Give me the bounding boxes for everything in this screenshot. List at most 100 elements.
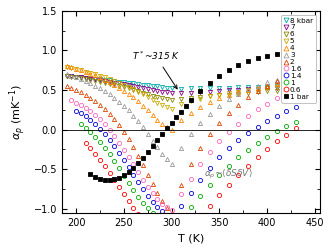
8 kbar bbox=[189, 87, 193, 90]
3 bbox=[189, 133, 193, 136]
1.6 bbox=[151, 192, 155, 195]
4 bbox=[155, 118, 159, 121]
1.6 bbox=[74, 101, 78, 104]
5 bbox=[236, 90, 240, 93]
5 bbox=[146, 96, 150, 99]
5 bbox=[155, 101, 159, 104]
3 bbox=[236, 92, 240, 96]
1 bar bbox=[246, 60, 250, 63]
6 bbox=[65, 74, 69, 77]
2 bbox=[236, 103, 240, 106]
1 bar bbox=[146, 150, 150, 154]
6 bbox=[165, 98, 169, 101]
3 bbox=[141, 126, 145, 129]
6 bbox=[189, 97, 193, 100]
2 bbox=[189, 163, 193, 166]
Text: $\alpha_p$~$\langle\delta S\delta V\rangle$: $\alpha_p$~$\langle\delta S\delta V\rang… bbox=[204, 168, 253, 181]
2 bbox=[141, 164, 145, 167]
4 bbox=[98, 76, 102, 79]
Line: 1.4: 1.4 bbox=[74, 105, 298, 219]
5 bbox=[88, 72, 92, 74]
2 bbox=[169, 212, 173, 214]
4 bbox=[275, 83, 279, 86]
1.6 bbox=[198, 163, 202, 166]
3 bbox=[65, 73, 69, 76]
2 bbox=[265, 84, 269, 87]
1.6 bbox=[146, 185, 150, 188]
1 bbox=[165, 220, 169, 223]
1 bar bbox=[108, 178, 112, 182]
1 bar bbox=[103, 178, 107, 181]
Line: 2: 2 bbox=[65, 71, 298, 215]
8 kbar bbox=[151, 84, 155, 87]
4 bbox=[227, 94, 231, 96]
1 bbox=[284, 124, 288, 128]
Line: 4: 4 bbox=[65, 64, 298, 132]
1 bbox=[236, 156, 240, 159]
5 bbox=[208, 95, 212, 98]
1 bar bbox=[117, 176, 121, 179]
1.4 bbox=[141, 188, 145, 191]
3 bbox=[122, 104, 126, 107]
1.6 bbox=[103, 123, 107, 126]
1.4 bbox=[160, 210, 164, 213]
1 bar bbox=[189, 99, 193, 102]
8 kbar bbox=[122, 81, 126, 84]
0.6 bbox=[103, 165, 107, 168]
7 bbox=[108, 80, 112, 83]
4 bbox=[88, 72, 92, 75]
2 bbox=[227, 112, 231, 114]
0.6 bbox=[169, 235, 173, 238]
0.6 bbox=[146, 222, 150, 226]
3 bbox=[79, 78, 83, 80]
0.6 bbox=[246, 164, 250, 168]
8 kbar bbox=[227, 86, 231, 89]
4 bbox=[70, 66, 73, 69]
7 bbox=[93, 78, 97, 81]
5 bbox=[127, 86, 131, 88]
2 bbox=[146, 174, 150, 176]
1 bar bbox=[169, 121, 173, 124]
1.4 bbox=[88, 118, 92, 122]
4 bbox=[146, 109, 150, 112]
1 bbox=[146, 207, 150, 210]
8 kbar bbox=[236, 86, 240, 89]
3 bbox=[84, 80, 88, 82]
1.4 bbox=[165, 213, 169, 216]
Line: 1.6: 1.6 bbox=[69, 88, 298, 212]
7 bbox=[275, 86, 279, 89]
0.6 bbox=[93, 152, 97, 156]
2 bbox=[179, 184, 183, 186]
4 bbox=[122, 89, 126, 92]
1.4 bbox=[198, 178, 202, 181]
1.6 bbox=[265, 102, 269, 105]
2 bbox=[131, 146, 135, 149]
8 kbar bbox=[65, 74, 69, 77]
5 bbox=[65, 66, 69, 68]
8 kbar bbox=[79, 76, 83, 78]
1.4 bbox=[256, 125, 260, 128]
2 bbox=[155, 192, 159, 195]
8 kbar bbox=[160, 86, 164, 88]
8 kbar bbox=[117, 80, 121, 83]
1.4 bbox=[284, 110, 288, 113]
2 bbox=[165, 206, 169, 210]
Line: 6: 6 bbox=[65, 74, 298, 102]
8 kbar bbox=[141, 83, 145, 86]
5 bbox=[275, 86, 279, 88]
1 bar bbox=[179, 110, 183, 113]
8 kbar bbox=[136, 82, 140, 86]
1 bbox=[122, 174, 126, 177]
7 bbox=[208, 90, 212, 93]
0.6 bbox=[136, 212, 140, 215]
0.6 bbox=[84, 142, 88, 145]
6 bbox=[236, 92, 240, 95]
6 bbox=[79, 76, 83, 80]
6 bbox=[103, 81, 107, 84]
1.4 bbox=[246, 131, 250, 134]
7 bbox=[117, 82, 121, 85]
6 bbox=[127, 87, 131, 90]
4 bbox=[74, 67, 78, 70]
5 bbox=[160, 104, 164, 106]
1 bbox=[227, 164, 231, 167]
